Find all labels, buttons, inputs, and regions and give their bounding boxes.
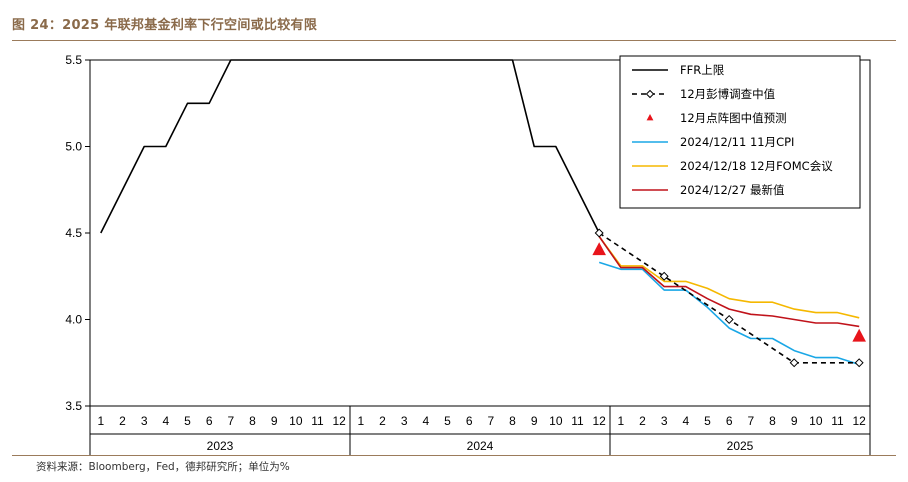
legend-label: 12月点阵图中值预测: [680, 111, 787, 125]
x-tick-label: 5: [704, 414, 711, 428]
x-tick-label: 3: [661, 414, 668, 428]
x-tick-label: 12: [592, 414, 606, 428]
legend-label: FFR上限: [680, 63, 725, 77]
x-tick-label: 5: [444, 414, 451, 428]
series-0: [100, 59, 600, 234]
x-tick-label: 10: [549, 414, 563, 428]
x-tick-label: 4: [682, 414, 689, 428]
x-tick-label: 2: [379, 414, 386, 428]
x-tick-label: 7: [487, 414, 494, 428]
x-tick-label: 5: [184, 414, 191, 428]
x-tick-label: 9: [271, 414, 278, 428]
survey-marker: [594, 228, 604, 238]
x-tick-label: 2: [119, 414, 126, 428]
x-tick-label: 4: [422, 414, 429, 428]
series-3: [598, 261, 860, 366]
survey-marker: [854, 358, 864, 368]
dot-plot-marker: [592, 242, 606, 256]
year-label: 2025: [727, 439, 754, 453]
chart-axes: 3.54.04.55.05.51 2 3 4 5 6 7 8 9 10 11 12 1 2 3 4 5 6 7 8 9 1…: [65, 53, 871, 456]
x-tick-label: 2: [639, 414, 646, 428]
year-label: 2023: [207, 439, 234, 453]
dot-plot-marker: [852, 328, 866, 342]
x-tick-label: 4: [162, 414, 169, 428]
x-tick-label: 3: [401, 414, 408, 428]
chart-series: [100, 59, 866, 368]
legend-label: 2024/12/11 11月CPI: [680, 135, 794, 149]
title-rule: [12, 40, 896, 41]
series-1: [594, 228, 864, 368]
y-tick-label: 5.0: [65, 140, 82, 154]
x-tick-label: 7: [227, 414, 234, 428]
x-tick-label: 6: [206, 414, 213, 428]
legend-marker: [646, 114, 654, 121]
x-tick-label: 1: [97, 414, 104, 428]
x-tick-label: 1: [357, 414, 364, 428]
chart-legend: FFR上限 12月彭博调查中值 12月点阵图中值预测 2024/12/11 11月CP…: [619, 55, 861, 209]
x-tick-label: 8: [249, 414, 256, 428]
series-4: [598, 236, 860, 319]
x-tick-label: 8: [769, 414, 776, 428]
legend-box: [619, 55, 861, 209]
series-line: [100, 59, 600, 234]
y-tick-label: 4.5: [65, 226, 82, 240]
x-tick-label: 6: [726, 414, 733, 428]
x-tick-label: 7: [747, 414, 754, 428]
source-note: 资料来源：Bloomberg，Fed，德邦研究所；单位为%: [36, 461, 290, 473]
series-2: [592, 242, 866, 342]
survey-marker: [659, 271, 669, 281]
series-5: [598, 236, 860, 328]
x-tick-label: 11: [571, 414, 584, 428]
x-tick-label: 6: [466, 414, 473, 428]
x-tick-label: 10: [809, 414, 823, 428]
y-tick-label: 3.5: [65, 399, 82, 413]
series-line: [598, 261, 860, 366]
x-tick-label: 12: [852, 414, 866, 428]
x-tick-label: 9: [531, 414, 538, 428]
series-line: [598, 236, 860, 328]
y-tick-label: 4.0: [65, 313, 82, 327]
series-line: [598, 236, 860, 319]
legend-marker: [645, 89, 655, 99]
x-tick-label: 3: [141, 414, 148, 428]
x-tick-label: 8: [509, 414, 516, 428]
legend-label: 2024/12/27 最新值: [680, 183, 785, 197]
survey-marker: [724, 314, 734, 325]
x-tick-label: 11: [831, 414, 844, 428]
x-tick-label: 11: [311, 414, 324, 428]
x-tick-label: 1: [617, 414, 624, 428]
survey-marker: [789, 358, 799, 368]
legend-label: 2024/12/18 12月FOMC会议: [680, 159, 833, 173]
footer-rule: [12, 455, 896, 456]
x-tick-label: 9: [791, 414, 798, 428]
x-tick-label: 12: [332, 414, 346, 428]
legend-label: 12月彭博调查中值: [680, 87, 776, 101]
figure-title: 图 24：2025 年联邦基金利率下行空间或比较有限: [12, 18, 318, 33]
x-tick-label: 10: [289, 414, 303, 428]
year-label: 2024: [467, 439, 494, 453]
y-tick-label: 5.5: [65, 53, 82, 67]
